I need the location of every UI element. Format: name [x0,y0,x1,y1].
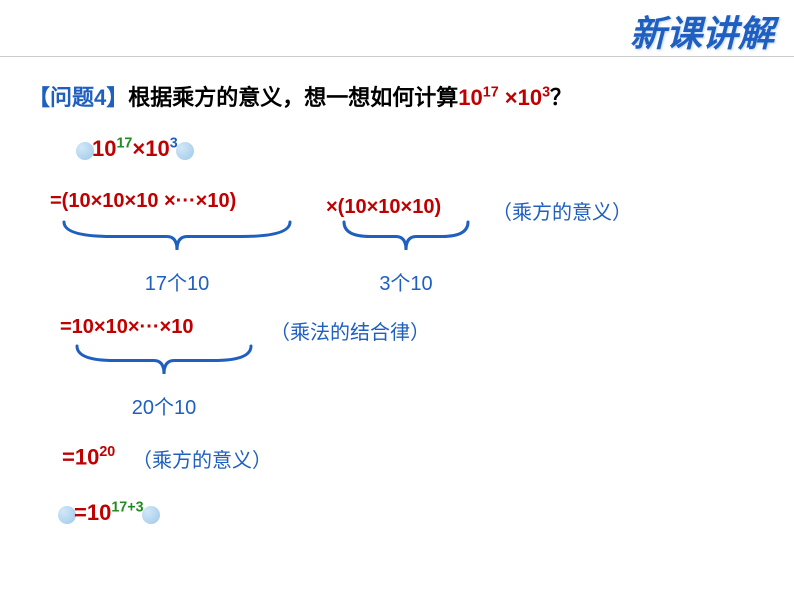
step1-lhs: 1017×103 [92,136,178,161]
step2-lhs: =(10×10×10 ×···×10) [50,190,236,213]
question-expr: 1017 ×103 [458,85,550,110]
step2-rhs: ×(10×10×10) [326,196,441,219]
brace-17: 17个10 [62,220,292,296]
step3-note: （乘法的结合律） [270,316,430,345]
step1-expr: 1017×103 [78,136,192,162]
step2-lhs-text: =(10×10×10 ×···×10) [50,190,236,212]
divider [0,56,794,57]
brace-3: 3个10 [342,220,470,296]
step4-note: （乘方的意义） [132,444,272,473]
question-text-before: 根据乘方的意义，想一想如何计算 [128,85,458,110]
step4-expr: =1020 [62,444,115,470]
question-label: 【问题4】 [28,85,128,110]
bullet-icon [176,142,194,160]
step5-expr: =1017+3 [60,500,158,526]
question-text-after: ？ [550,85,572,110]
bullet-icon [142,506,160,524]
question-line: 【问题4】根据乘方的意义，想一想如何计算1017 ×103？ [28,80,572,112]
step3-expr: =10×10×···×10 [60,316,193,339]
page-header: 新课讲解 [630,5,774,57]
brace-20: 20个10 [75,344,253,420]
step2-note: （乘方的意义） [492,196,632,225]
step5-text: =1017+3 [74,500,144,525]
